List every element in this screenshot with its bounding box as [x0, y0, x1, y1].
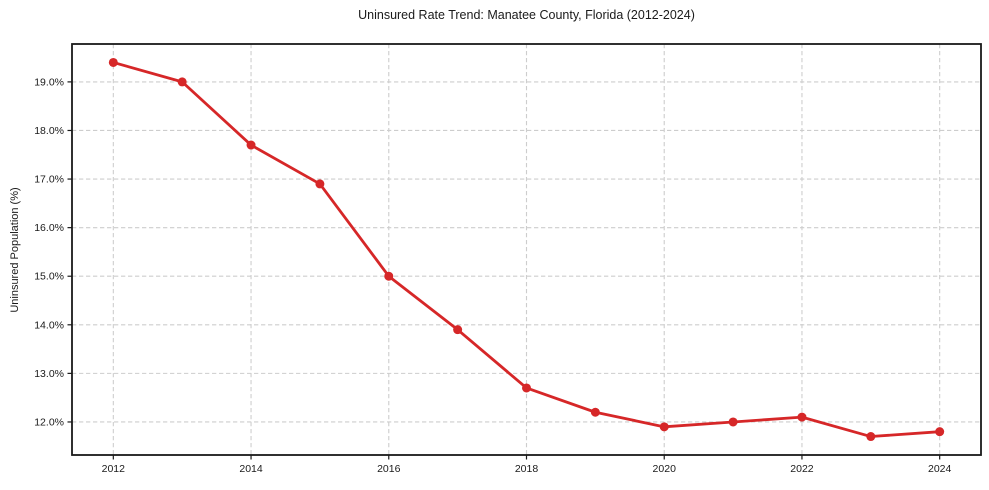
- x-tick-label: 2014: [239, 463, 263, 475]
- data-point-2024: [935, 427, 945, 437]
- y-tick-label: 19.0%: [34, 76, 64, 88]
- data-point-2014: [246, 140, 256, 150]
- data-point-2018: [522, 383, 531, 393]
- x-tick-label: 2012: [102, 463, 126, 475]
- data-point-2017: [453, 325, 463, 335]
- data-point-2012: [108, 57, 118, 67]
- data-point-2015: [315, 179, 325, 189]
- x-tick-label: 2016: [377, 463, 401, 475]
- y-tick-label: 13.0%: [34, 368, 64, 380]
- y-tick-label: 14.0%: [34, 319, 64, 331]
- data-point-2019: [590, 407, 600, 417]
- data-point-2016: [384, 271, 394, 281]
- data-point-2023: [866, 432, 876, 442]
- data-point-2022: [797, 412, 807, 422]
- y-tick-label: 17.0%: [34, 174, 64, 186]
- y-tick-label: 18.0%: [34, 125, 64, 137]
- chart-title: Uninsured Rate Trend: Manatee County, Fl…: [358, 8, 695, 22]
- y-tick-label: 15.0%: [34, 271, 64, 283]
- y-tick-label: 12.0%: [34, 416, 64, 428]
- data-point-2020: [659, 422, 669, 432]
- x-tick-label: 2022: [790, 463, 814, 475]
- x-tick-label: 2024: [928, 463, 952, 475]
- data-point-2013: [177, 77, 187, 87]
- x-tick-label: 2018: [515, 463, 539, 475]
- x-tick-label: 2020: [653, 463, 677, 475]
- data-point-2021: [728, 417, 738, 427]
- y-tick-label: 16.0%: [34, 222, 64, 234]
